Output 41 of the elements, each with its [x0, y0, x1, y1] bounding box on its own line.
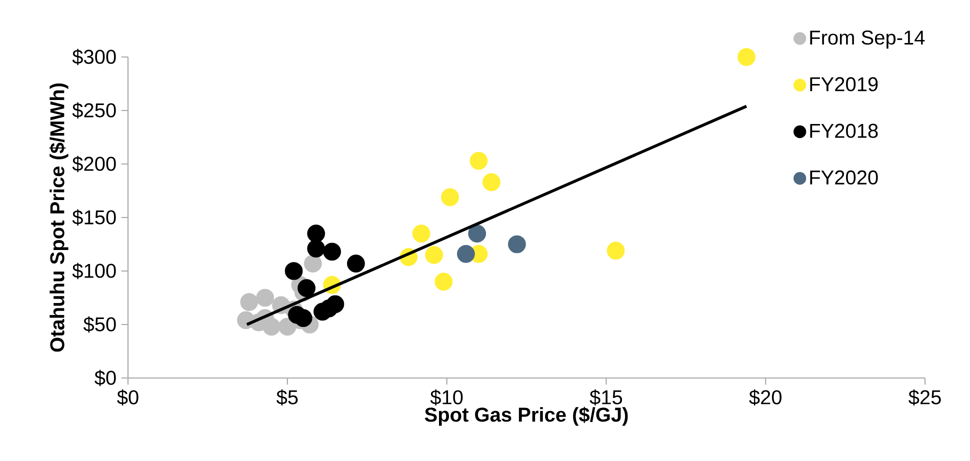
y-tick-label: $200	[72, 156, 116, 172]
point	[284, 262, 303, 280]
point	[347, 254, 365, 272]
point	[468, 224, 486, 242]
point	[326, 295, 344, 314]
point	[412, 224, 430, 242]
x-tick-label: $15	[590, 389, 622, 406]
legend-label: FY2019	[810, 77, 878, 92]
point	[738, 48, 756, 66]
legend-label: FY2020	[810, 170, 878, 185]
point	[470, 152, 488, 170]
y-axis-title: Otahuhu Spot Price ($/MWh)	[49, 83, 68, 352]
point	[240, 293, 258, 311]
point	[441, 188, 459, 206]
x-tick-label: $0	[117, 389, 138, 406]
x-tick-label: $5	[276, 389, 298, 406]
point	[508, 235, 526, 254]
y-tick-label: $100	[72, 262, 116, 280]
point	[606, 242, 625, 260]
y-tick-label: $150	[72, 209, 116, 226]
point	[307, 224, 326, 242]
point	[298, 279, 316, 298]
point	[482, 173, 500, 192]
legend-label: From Sep-14	[810, 30, 925, 49]
x-axis-title: Spot Gas Price ($/GJ)	[424, 406, 628, 426]
point	[294, 309, 312, 328]
y-tick-label: $250	[72, 102, 116, 119]
legend-label: FY2018	[810, 124, 878, 138]
x-tick-label: $25	[908, 389, 941, 406]
y-tick-label: $300	[72, 48, 116, 66]
y-tick-label: $50	[83, 316, 116, 333]
point	[256, 288, 274, 307]
y-tick-label: $0	[94, 370, 116, 386]
point	[304, 254, 322, 272]
point	[434, 272, 453, 291]
point	[425, 246, 443, 264]
x-tick-label: $20	[749, 389, 782, 406]
x-tick-label: $10	[430, 389, 463, 406]
point	[307, 240, 326, 258]
point	[456, 244, 475, 263]
point	[323, 242, 341, 261]
